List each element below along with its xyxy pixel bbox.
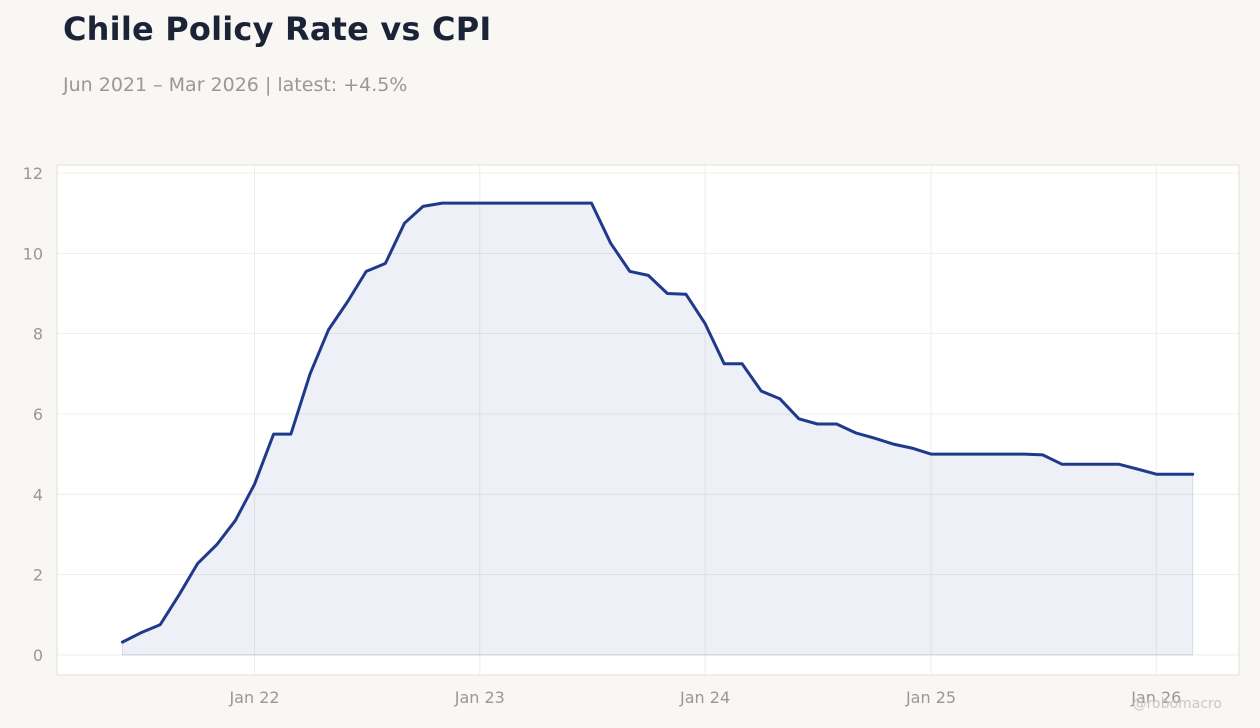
chart-subtitle: Jun 2021 – Mar 2026 | latest: +4.5% [63,74,408,96]
y-tick-label: 10 [23,244,43,263]
data-area [120,201,1195,656]
x-tick-label: Jan 23 [454,688,505,707]
x-tick-label: Jan 25 [905,688,956,707]
x-tick-label: Jan 24 [679,688,730,707]
y-tick-label: 2 [33,566,43,585]
x-tick-label: Jan 26 [1130,688,1181,707]
y-tick-label: 0 [33,646,43,665]
chart-title: Chile Policy Rate vs CPI [63,10,492,48]
watermark: @robomacro [1132,696,1222,712]
plot-area [56,164,1240,676]
axis-ticks: 0 2 4 6 8 10 12 Jan 22 Jan 23 Jan 24 Jan 25 Jan 26 [23,164,1182,707]
y-tick-label: 12 [23,164,43,183]
grid-lines [57,165,1239,675]
y-tick-label: 4 [33,485,43,504]
y-tick-label: 6 [33,405,43,424]
series-line [120,201,1195,644]
x-tick-label: Jan 22 [228,688,279,707]
y-tick-label: 8 [33,325,43,344]
